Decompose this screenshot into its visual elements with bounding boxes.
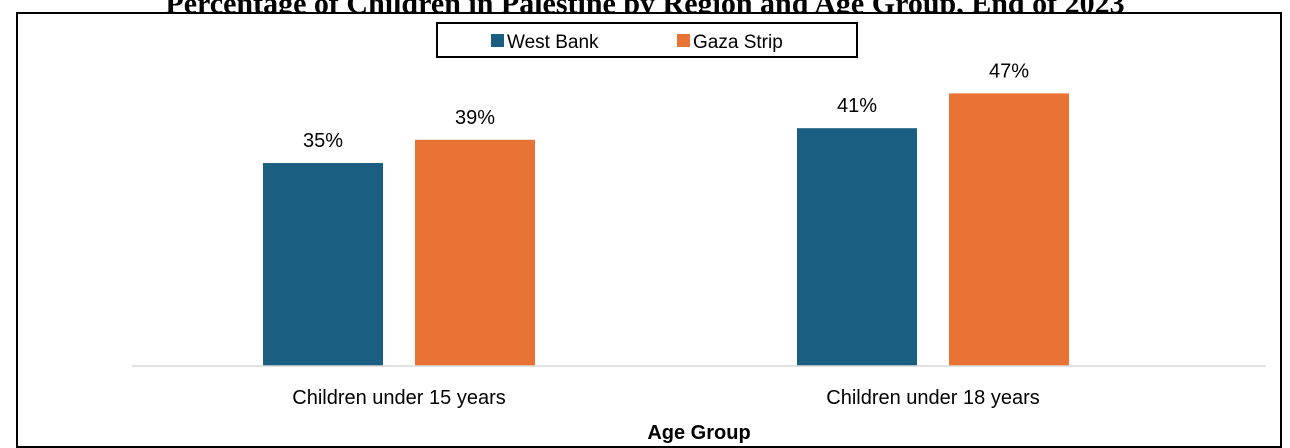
legend-item: Gaza Strip — [677, 32, 783, 53]
data-labels: 35% 41% 39% 47% — [303, 60, 1029, 152]
legend-swatch — [491, 34, 504, 47]
data-label: 39% — [455, 107, 495, 129]
legend-label: West Bank — [507, 32, 599, 53]
bar-west-bank-1 — [263, 163, 383, 366]
legend-item: West Bank — [491, 32, 599, 53]
data-label: 35% — [303, 130, 343, 152]
bar-west-bank-2 — [797, 128, 917, 366]
data-label: 41% — [837, 95, 877, 117]
chart-frame — [16, 12, 1282, 448]
legend: West Bank Gaza Strip — [436, 22, 858, 58]
x-tick-label: Children under 18 years — [826, 387, 1039, 409]
data-label: 47% — [989, 60, 1029, 82]
legend-label: Gaza Strip — [693, 32, 783, 53]
bar-gaza-strip-2 — [949, 93, 1069, 367]
bar-gaza-strip-1 — [415, 139, 535, 366]
legend-box — [436, 22, 858, 58]
legend-swatch — [677, 34, 690, 47]
x-axis-title: Age Group — [647, 422, 750, 444]
x-tick-label: Children under 15 years — [292, 387, 505, 409]
x-tick-labels: Children under 15 years Children under 18… — [292, 387, 1039, 409]
bars — [263, 93, 1069, 367]
